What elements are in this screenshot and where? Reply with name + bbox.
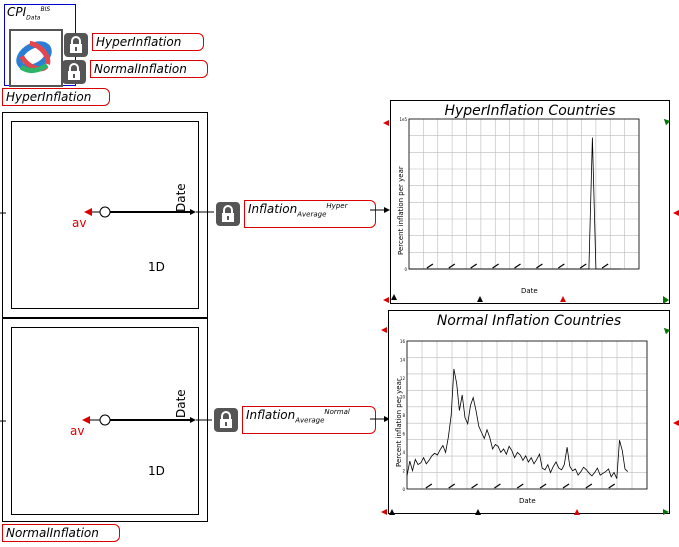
wire-top	[0, 206, 214, 218]
output-hyper-main: Inflation	[248, 202, 298, 216]
y-tick-label: 10	[400, 395, 406, 400]
x-tick-label	[492, 263, 499, 269]
plot2-title: Normal Inflation Countries	[436, 313, 622, 329]
cpi-logo-frame	[9, 29, 63, 87]
y-tick-label: 6	[402, 432, 405, 437]
x-tick-label	[471, 483, 478, 489]
ravel-logo-icon	[16, 40, 52, 73]
x-tick-label	[470, 263, 478, 269]
y-tick-label: 2	[402, 469, 405, 474]
y-tick-label: 8	[402, 413, 405, 418]
series-line	[406, 368, 629, 479]
wire-to-plot-top	[370, 207, 390, 213]
lock-icon-output-normal[interactable]	[214, 408, 238, 432]
x-tick-label	[448, 263, 456, 269]
x-tick-label	[426, 263, 434, 269]
x-tick-label	[516, 483, 524, 489]
lock-icon-output-hyper[interactable]	[216, 202, 240, 226]
x-tick-label	[536, 263, 543, 269]
cpi-title-sup: BIS	[40, 6, 51, 13]
wire-bottom	[0, 414, 212, 426]
output-normal-sup: Normal	[324, 408, 350, 416]
y-tick-label: 4	[402, 450, 405, 455]
operation-inner-frame	[11, 121, 199, 309]
dim-label-bottom: 1D	[148, 464, 165, 478]
x-tick-label	[601, 263, 609, 269]
cpi-title-main: CPI	[7, 5, 27, 19]
output-normal-main: Inflation	[246, 408, 296, 422]
plot-axes	[406, 340, 648, 490]
output-hyper-sub: Average	[297, 210, 327, 219]
output-normal-sub: Average	[295, 416, 325, 425]
y-tick-label: 0	[402, 487, 405, 492]
var-hyperinflation[interactable]: HyperInflation	[92, 33, 204, 51]
x-tick-label	[425, 483, 433, 489]
x-tick-label	[514, 263, 521, 269]
y-tick-label: 14	[400, 358, 406, 363]
cpi-data-box[interactable]: CPIDataBIS	[4, 4, 76, 87]
x-tick-label	[562, 483, 570, 489]
x-tick-label	[579, 263, 587, 269]
lock-icon-hyper[interactable]	[64, 33, 88, 57]
cpi-title: CPIDataBIS	[7, 5, 50, 21]
var-inflation-average-normal[interactable]: InflationAverageNormal	[242, 406, 376, 434]
x-tick-label	[585, 483, 593, 489]
x-tick-label	[539, 483, 547, 489]
operation-inner-frame-bottom	[11, 327, 199, 515]
y-tick-label: 1e5	[399, 117, 407, 122]
plot-normal-inflation[interactable]: Normal Inflation Countries 16 14 12 10 8 6 4 2 0…	[388, 310, 670, 514]
lock-icon-normal[interactable]	[62, 60, 86, 84]
plot-hyperinflation[interactable]: HyperInflation Countries 1e5 0 Percent in…	[390, 100, 670, 304]
series-line	[409, 137, 621, 270]
var-normalinflation[interactable]: NormalInflation	[90, 60, 208, 78]
group-label-normal[interactable]: NormalInflation	[2, 524, 120, 542]
y-tick-label: 16	[400, 339, 406, 344]
output-hyper-sup: Hyper	[326, 202, 348, 210]
plot2-xlabel: Date	[519, 497, 536, 505]
av-label-top: av	[72, 216, 87, 230]
wire-to-plot-bottom	[370, 416, 390, 422]
plot1-xlabel: Date	[521, 287, 538, 295]
x-tick-label	[558, 263, 565, 269]
plot1-title: HyperInflation Countries	[444, 103, 616, 119]
av-label-bottom: av	[70, 424, 85, 438]
y-tick-label: 0	[404, 267, 407, 272]
x-tick-label	[608, 483, 616, 489]
y-tick-label: 12	[400, 376, 406, 381]
cpi-title-sub: Data	[26, 14, 41, 22]
x-tick-label	[494, 483, 501, 489]
var-inflation-average-hyper[interactable]: InflationAverageHyper	[244, 200, 376, 228]
plot2-canvas: 16 14 12 10 8 6 4 2 0	[400, 339, 648, 492]
plot1-canvas: 1e5 0	[399, 117, 640, 272]
group-label-hyper[interactable]: HyperInflation	[2, 88, 110, 106]
dim-label-top: 1D	[148, 260, 165, 274]
x-tick-label	[448, 483, 456, 489]
